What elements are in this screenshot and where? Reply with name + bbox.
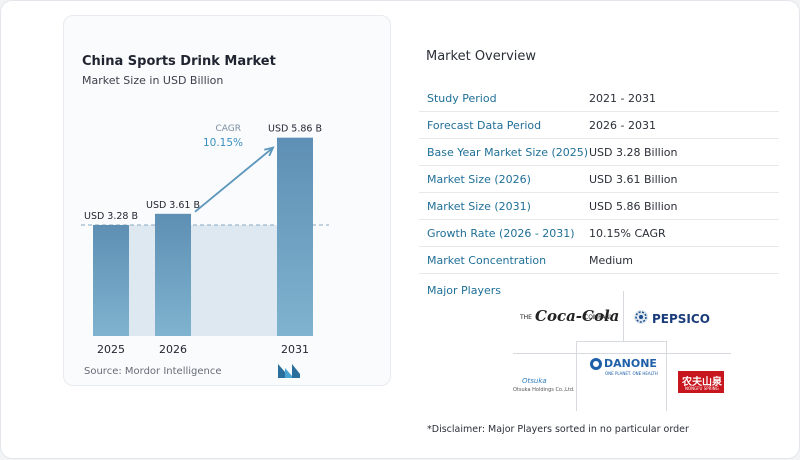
nongfu-logo: 农夫山泉: [682, 377, 722, 388]
row-value: 10.15% CAGR: [589, 226, 666, 240]
overview-row-size-2031: Market Size (2031) USD 5.86 Billion: [419, 193, 779, 220]
danone-logo: DANONE: [604, 357, 657, 370]
baseline-shade: [93, 224, 313, 336]
disclaimer: *Disclaimer: Major Players sorted in no …: [427, 424, 689, 435]
bar-2026: [155, 213, 191, 336]
danone-mark-icon: [590, 358, 602, 370]
overview-row-study-period: Study Period 2021 - 2031: [419, 85, 779, 112]
row-value: 2026 - 2031: [589, 118, 656, 132]
overview-row-concentration: Market Concentration Medium: [419, 247, 779, 274]
cocacola-company-text: COMPANY: [584, 314, 614, 321]
row-label: Growth Rate (2026 - 2031): [427, 226, 575, 240]
overview-row-size-2026: Market Size (2026) USD 3.61 Billion: [419, 166, 779, 193]
chart-title: China Sports Drink Market: [82, 54, 276, 69]
otsuka-subtext: Otsuka Holdings Co.,Ltd.: [513, 387, 575, 393]
bar-chart: USD 3.28 B 2025 USD 3.61 B 2026 USD 5.86 B 20…: [81, 124, 329, 356]
danone-tagline: ONE PLANET. ONE HEALTH: [605, 371, 658, 376]
grid-divider: [513, 353, 731, 354]
nongfu-subtext: NONGFU SPRING: [685, 386, 719, 391]
grid-divider: [576, 341, 577, 411]
row-label: Market Concentration: [427, 253, 547, 267]
overview-table: Study Period 2021 - 2031 Forecast Data P…: [419, 85, 779, 274]
grid-divider: [666, 341, 667, 411]
x-tick-2025: 2025: [97, 343, 125, 356]
data-label-2025: USD 3.28 B: [84, 211, 138, 222]
cagr-arrow-line: [194, 146, 274, 213]
mordor-logo-icon: [278, 364, 300, 378]
x-tick-2031: 2031: [281, 343, 309, 356]
cagr-label: CAGR: [215, 124, 241, 134]
row-label: Market Size (2031): [427, 199, 531, 213]
bar-2031: [277, 137, 313, 336]
row-label: Study Period: [427, 91, 497, 105]
row-label: Market Size (2026): [427, 172, 531, 186]
pepsico-logo: PEPSICO: [652, 312, 710, 326]
market-overview-title: Market Overview: [426, 49, 537, 64]
row-value: USD 3.28 Billion: [589, 145, 678, 159]
row-value: USD 3.61 Billion: [589, 172, 678, 186]
cocacola-logo: Coca-Cola: [535, 307, 620, 325]
cagr-arrow-head: [264, 146, 275, 157]
pepsico-globe-icon: [634, 310, 648, 324]
overview-row-growth-rate: Growth Rate (2026 - 2031) 10.15% CAGR: [419, 220, 779, 247]
row-value: 2021 - 2031: [589, 91, 656, 105]
row-label: Base Year Market Size (2025): [427, 145, 589, 159]
row-label: Forecast Data Period: [427, 118, 542, 132]
nongfu-logo-box: [678, 371, 724, 393]
grid-divider: [623, 291, 624, 341]
overview-row-forecast-period: Forecast Data Period 2026 - 2031: [419, 112, 779, 139]
major-players-title: Major Players: [427, 284, 501, 297]
x-tick-2026: 2026: [159, 343, 187, 356]
row-value: USD 5.86 Billion: [589, 199, 678, 213]
otsuka-logo: Otsuka: [522, 377, 547, 385]
cagr-value: 10.15%: [203, 137, 243, 149]
chart-subtitle: Market Size in USD Billion: [82, 74, 224, 87]
overview-row-base-year: Base Year Market Size (2025) USD 3.28 Bi…: [419, 139, 779, 166]
data-label-2026: USD 3.61 B: [146, 200, 200, 211]
grid-divider: [576, 341, 667, 342]
row-value: Medium: [589, 253, 633, 267]
source-label: Source: Mordor Intelligence: [84, 366, 222, 377]
data-label-2031: USD 5.86 B: [268, 124, 322, 135]
bar-2025: [93, 224, 129, 336]
cocacola-the-text: THE: [520, 314, 532, 321]
